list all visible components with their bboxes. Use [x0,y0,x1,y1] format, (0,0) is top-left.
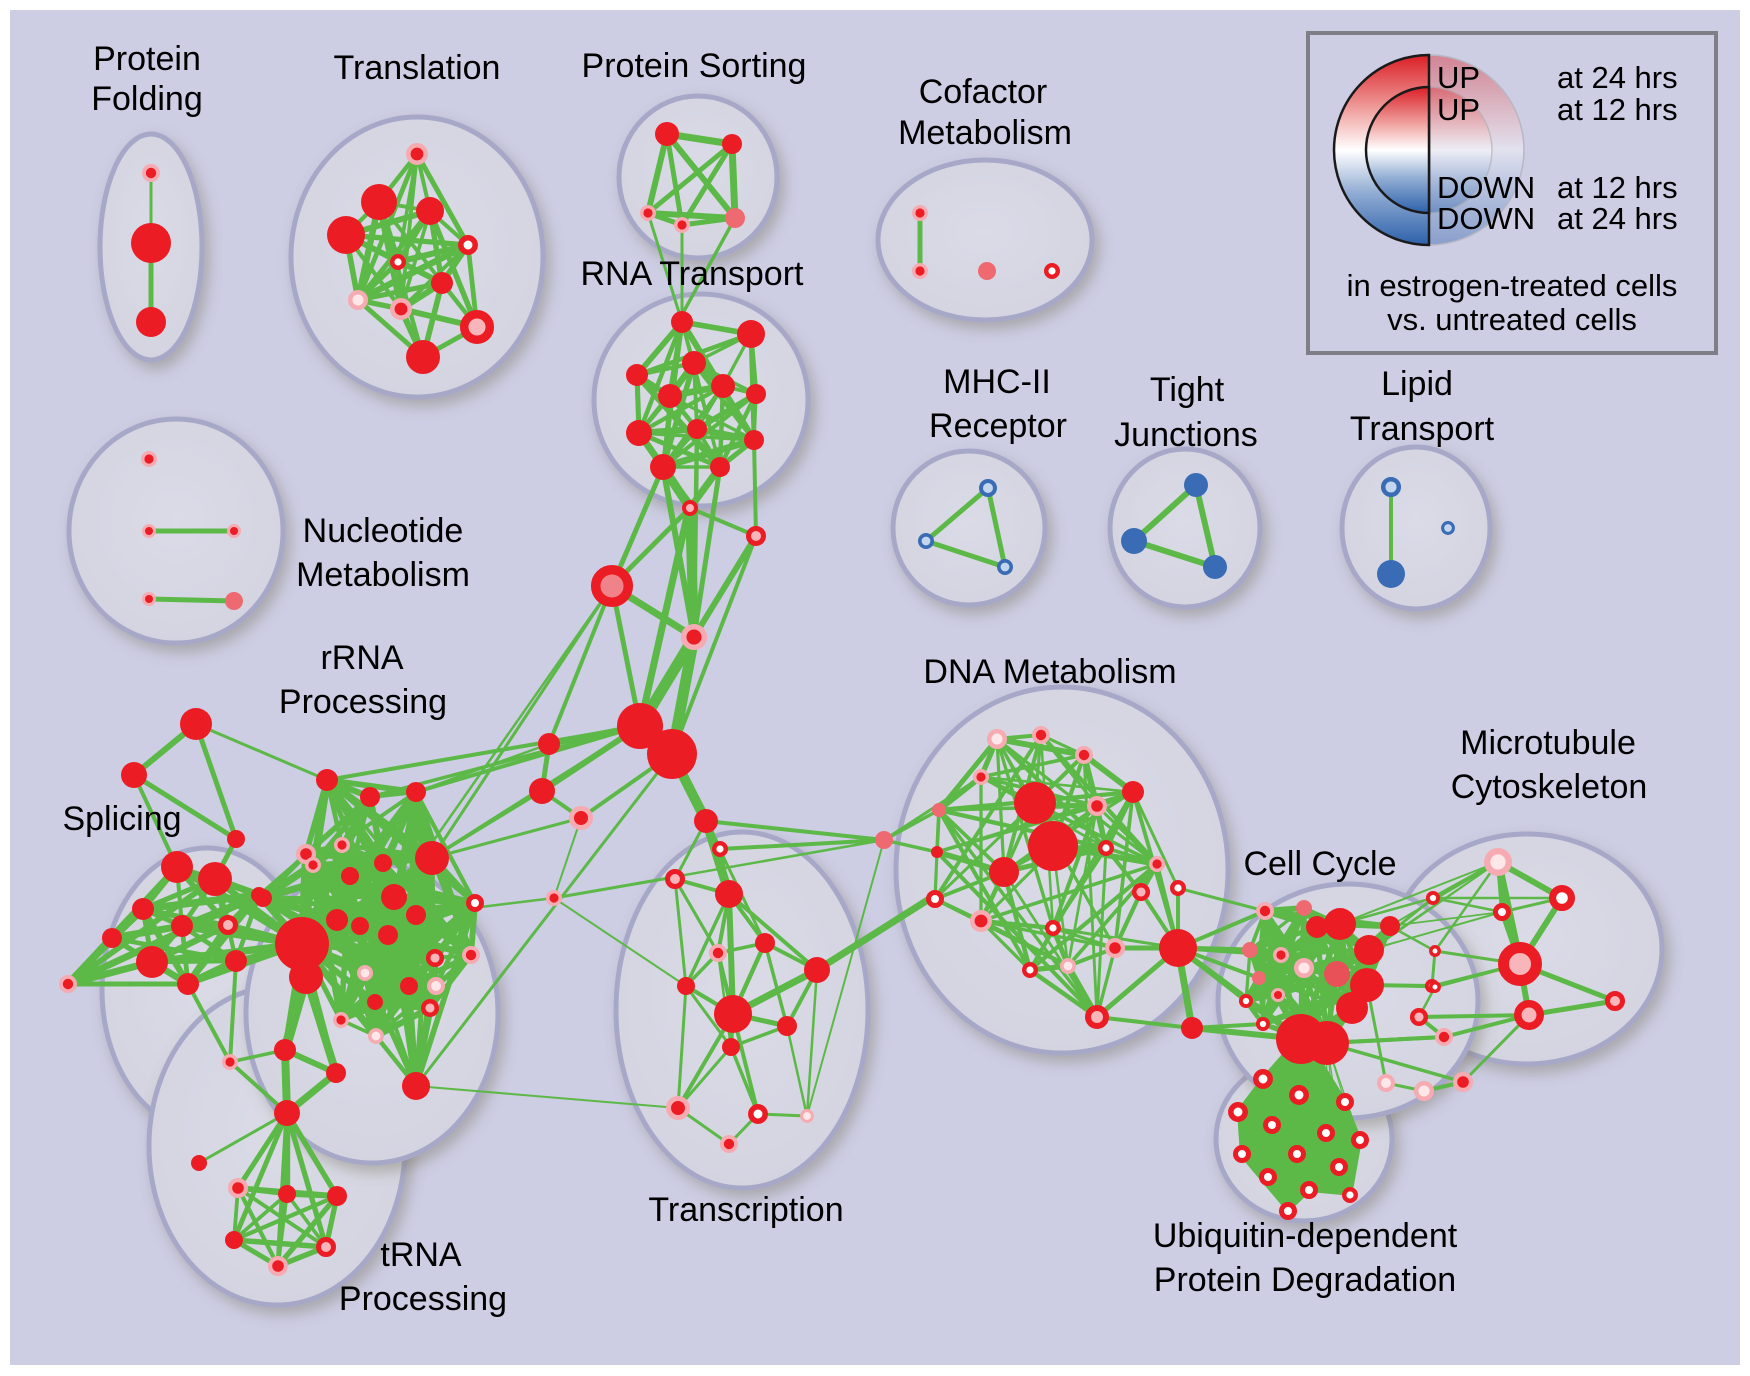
svg-text:in estrogen-treated cells: in estrogen-treated cells [1347,268,1678,303]
svg-text:vs. untreated cells: vs. untreated cells [1387,302,1637,337]
svg-text:rRNA: rRNA [320,639,403,677]
svg-text:RNA Transport: RNA Transport [581,255,805,293]
svg-text:UP: UP [1437,60,1480,95]
svg-text:Transcription: Transcription [648,1191,843,1229]
svg-text:tRNA: tRNA [380,1236,462,1274]
svg-text:Processing: Processing [279,683,447,721]
svg-text:Protein Sorting: Protein Sorting [582,47,807,85]
svg-text:DOWN: DOWN [1437,170,1535,205]
svg-text:Nucleotide: Nucleotide [303,512,464,550]
svg-text:Processing: Processing [339,1280,507,1318]
svg-text:Splicing: Splicing [62,800,181,838]
svg-text:Tight: Tight [1150,371,1225,409]
svg-text:Microtubule: Microtubule [1460,724,1636,762]
svg-text:DNA Metabolism: DNA Metabolism [923,653,1176,691]
svg-text:Translation: Translation [334,49,501,87]
svg-text:Protein Degradation: Protein Degradation [1154,1261,1456,1299]
svg-text:at 24 hrs: at 24 hrs [1557,201,1678,236]
svg-text:MHC-II: MHC-II [943,363,1051,401]
svg-text:Receptor: Receptor [929,407,1067,445]
svg-text:Metabolism: Metabolism [296,556,470,594]
svg-text:Folding: Folding [91,80,203,118]
svg-text:at 24 hrs: at 24 hrs [1557,60,1678,95]
svg-text:Lipid: Lipid [1381,365,1453,403]
svg-text:at 12 hrs: at 12 hrs [1557,92,1678,127]
svg-text:Junctions: Junctions [1114,416,1258,454]
svg-text:DOWN: DOWN [1437,201,1535,236]
svg-text:UP: UP [1437,92,1480,127]
svg-text:Protein: Protein [93,40,201,78]
svg-text:Cell Cycle: Cell Cycle [1243,845,1396,883]
svg-text:Cytoskeleton: Cytoskeleton [1451,768,1648,806]
svg-text:Ubiquitin-dependent: Ubiquitin-dependent [1153,1217,1458,1255]
svg-text:Metabolism: Metabolism [898,114,1072,152]
svg-text:Cofactor: Cofactor [919,73,1048,111]
svg-text:at 12 hrs: at 12 hrs [1557,170,1678,205]
svg-text:Transport: Transport [1350,410,1495,448]
